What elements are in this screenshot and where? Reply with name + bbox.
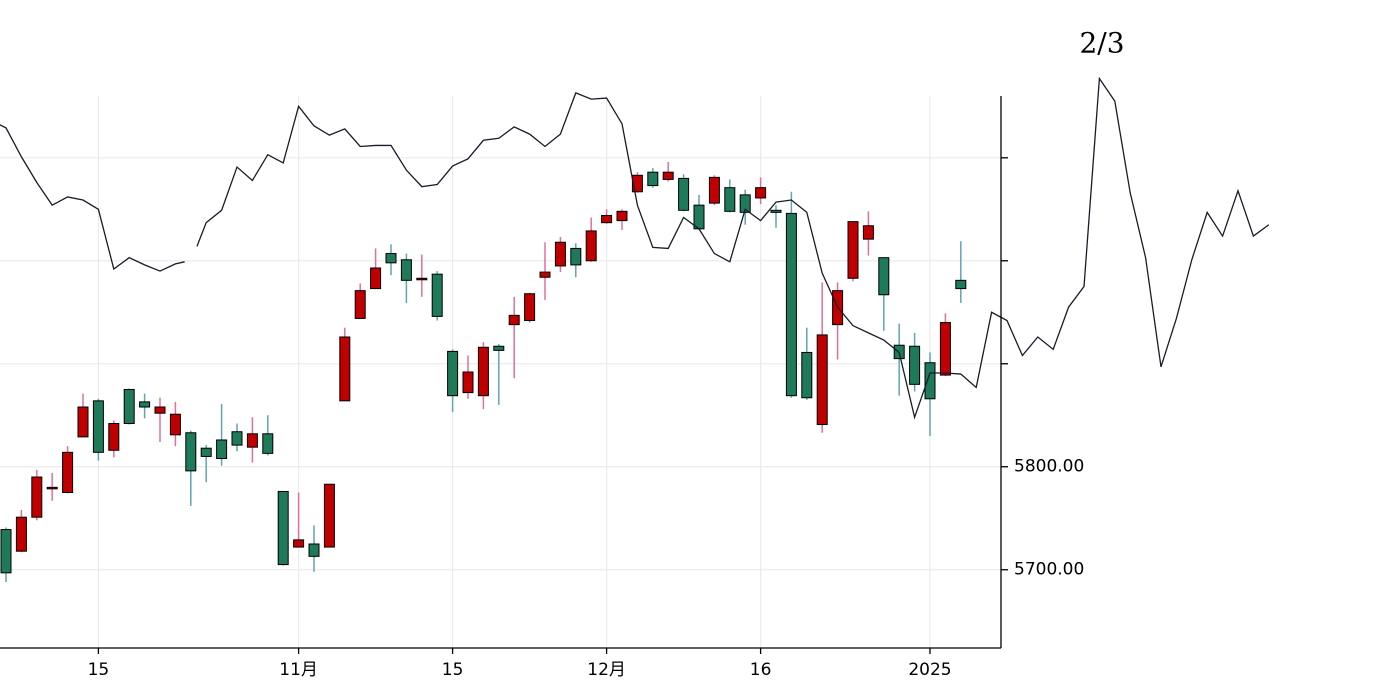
candle-body bbox=[154, 406, 166, 414]
candle-body bbox=[139, 401, 151, 408]
candle-body bbox=[0, 529, 12, 574]
candle-body bbox=[601, 214, 613, 224]
candle-body bbox=[493, 345, 505, 351]
candle-body bbox=[185, 432, 197, 472]
candle-body bbox=[785, 212, 797, 397]
candle-body bbox=[662, 171, 674, 180]
candle-body bbox=[370, 267, 382, 290]
candle-body bbox=[262, 433, 274, 454]
candle-body bbox=[416, 277, 428, 281]
x-tick-label: 11月 bbox=[279, 660, 318, 680]
candle-body bbox=[739, 194, 751, 213]
candle-body bbox=[231, 431, 243, 446]
candle-body bbox=[678, 177, 690, 211]
candle-body bbox=[15, 516, 27, 552]
candle-body bbox=[554, 241, 566, 267]
candle-body bbox=[246, 433, 258, 448]
candle-body bbox=[308, 543, 320, 557]
page-indicator: 2/3 bbox=[1079, 27, 1124, 60]
overlay-line bbox=[0, 124, 185, 272]
x-tick-label: 2025 bbox=[908, 660, 951, 680]
x-tick-label: 12月 bbox=[587, 660, 626, 680]
candle-body bbox=[46, 486, 58, 490]
candle-body bbox=[878, 257, 890, 296]
candle-body bbox=[585, 230, 597, 262]
candle-body bbox=[755, 187, 767, 199]
candle-body bbox=[924, 362, 936, 400]
candle-body bbox=[862, 225, 874, 240]
candle-body bbox=[385, 253, 397, 264]
candle-body bbox=[200, 447, 212, 457]
candle-body bbox=[647, 171, 659, 187]
candle-body bbox=[801, 351, 813, 399]
candle-body bbox=[631, 174, 643, 193]
candle-body bbox=[77, 406, 89, 438]
candle-body bbox=[400, 259, 412, 281]
y-tick-label: 5700.00 bbox=[1014, 560, 1084, 580]
candle-body bbox=[216, 439, 228, 460]
candle-body bbox=[31, 476, 43, 518]
candle-body bbox=[539, 271, 551, 278]
candle-body bbox=[847, 221, 859, 279]
candle-body bbox=[62, 451, 74, 493]
candle-body bbox=[431, 273, 443, 317]
x-tick-label: 15 bbox=[442, 660, 464, 680]
x-tick-label: 15 bbox=[88, 660, 110, 680]
candle-body bbox=[293, 539, 305, 548]
candle-body bbox=[708, 176, 720, 204]
candle-body bbox=[724, 187, 736, 212]
candle-body bbox=[169, 413, 181, 436]
candle-body bbox=[277, 490, 289, 566]
candle-body bbox=[108, 422, 120, 451]
candle-body bbox=[816, 334, 828, 426]
candle-body bbox=[462, 371, 474, 394]
overlay-line bbox=[196, 76, 1270, 420]
candle-body bbox=[92, 400, 104, 453]
candle-body bbox=[570, 247, 582, 266]
candle-body bbox=[909, 345, 921, 385]
candle-body bbox=[693, 204, 705, 230]
y-tick-label: 5800.00 bbox=[1014, 457, 1084, 477]
candle-body bbox=[354, 290, 366, 319]
candle-body bbox=[477, 346, 489, 397]
x-tick-label: 16 bbox=[750, 660, 772, 680]
candle-body bbox=[616, 210, 628, 222]
candle-body bbox=[339, 336, 351, 402]
candle-body bbox=[939, 322, 951, 376]
candle-body bbox=[123, 389, 135, 424]
candle-body bbox=[955, 279, 967, 290]
candle-body bbox=[508, 314, 520, 326]
candle-body bbox=[323, 483, 335, 548]
candle-body bbox=[447, 350, 459, 397]
candle-body bbox=[524, 293, 536, 322]
candle-body bbox=[770, 209, 782, 213]
